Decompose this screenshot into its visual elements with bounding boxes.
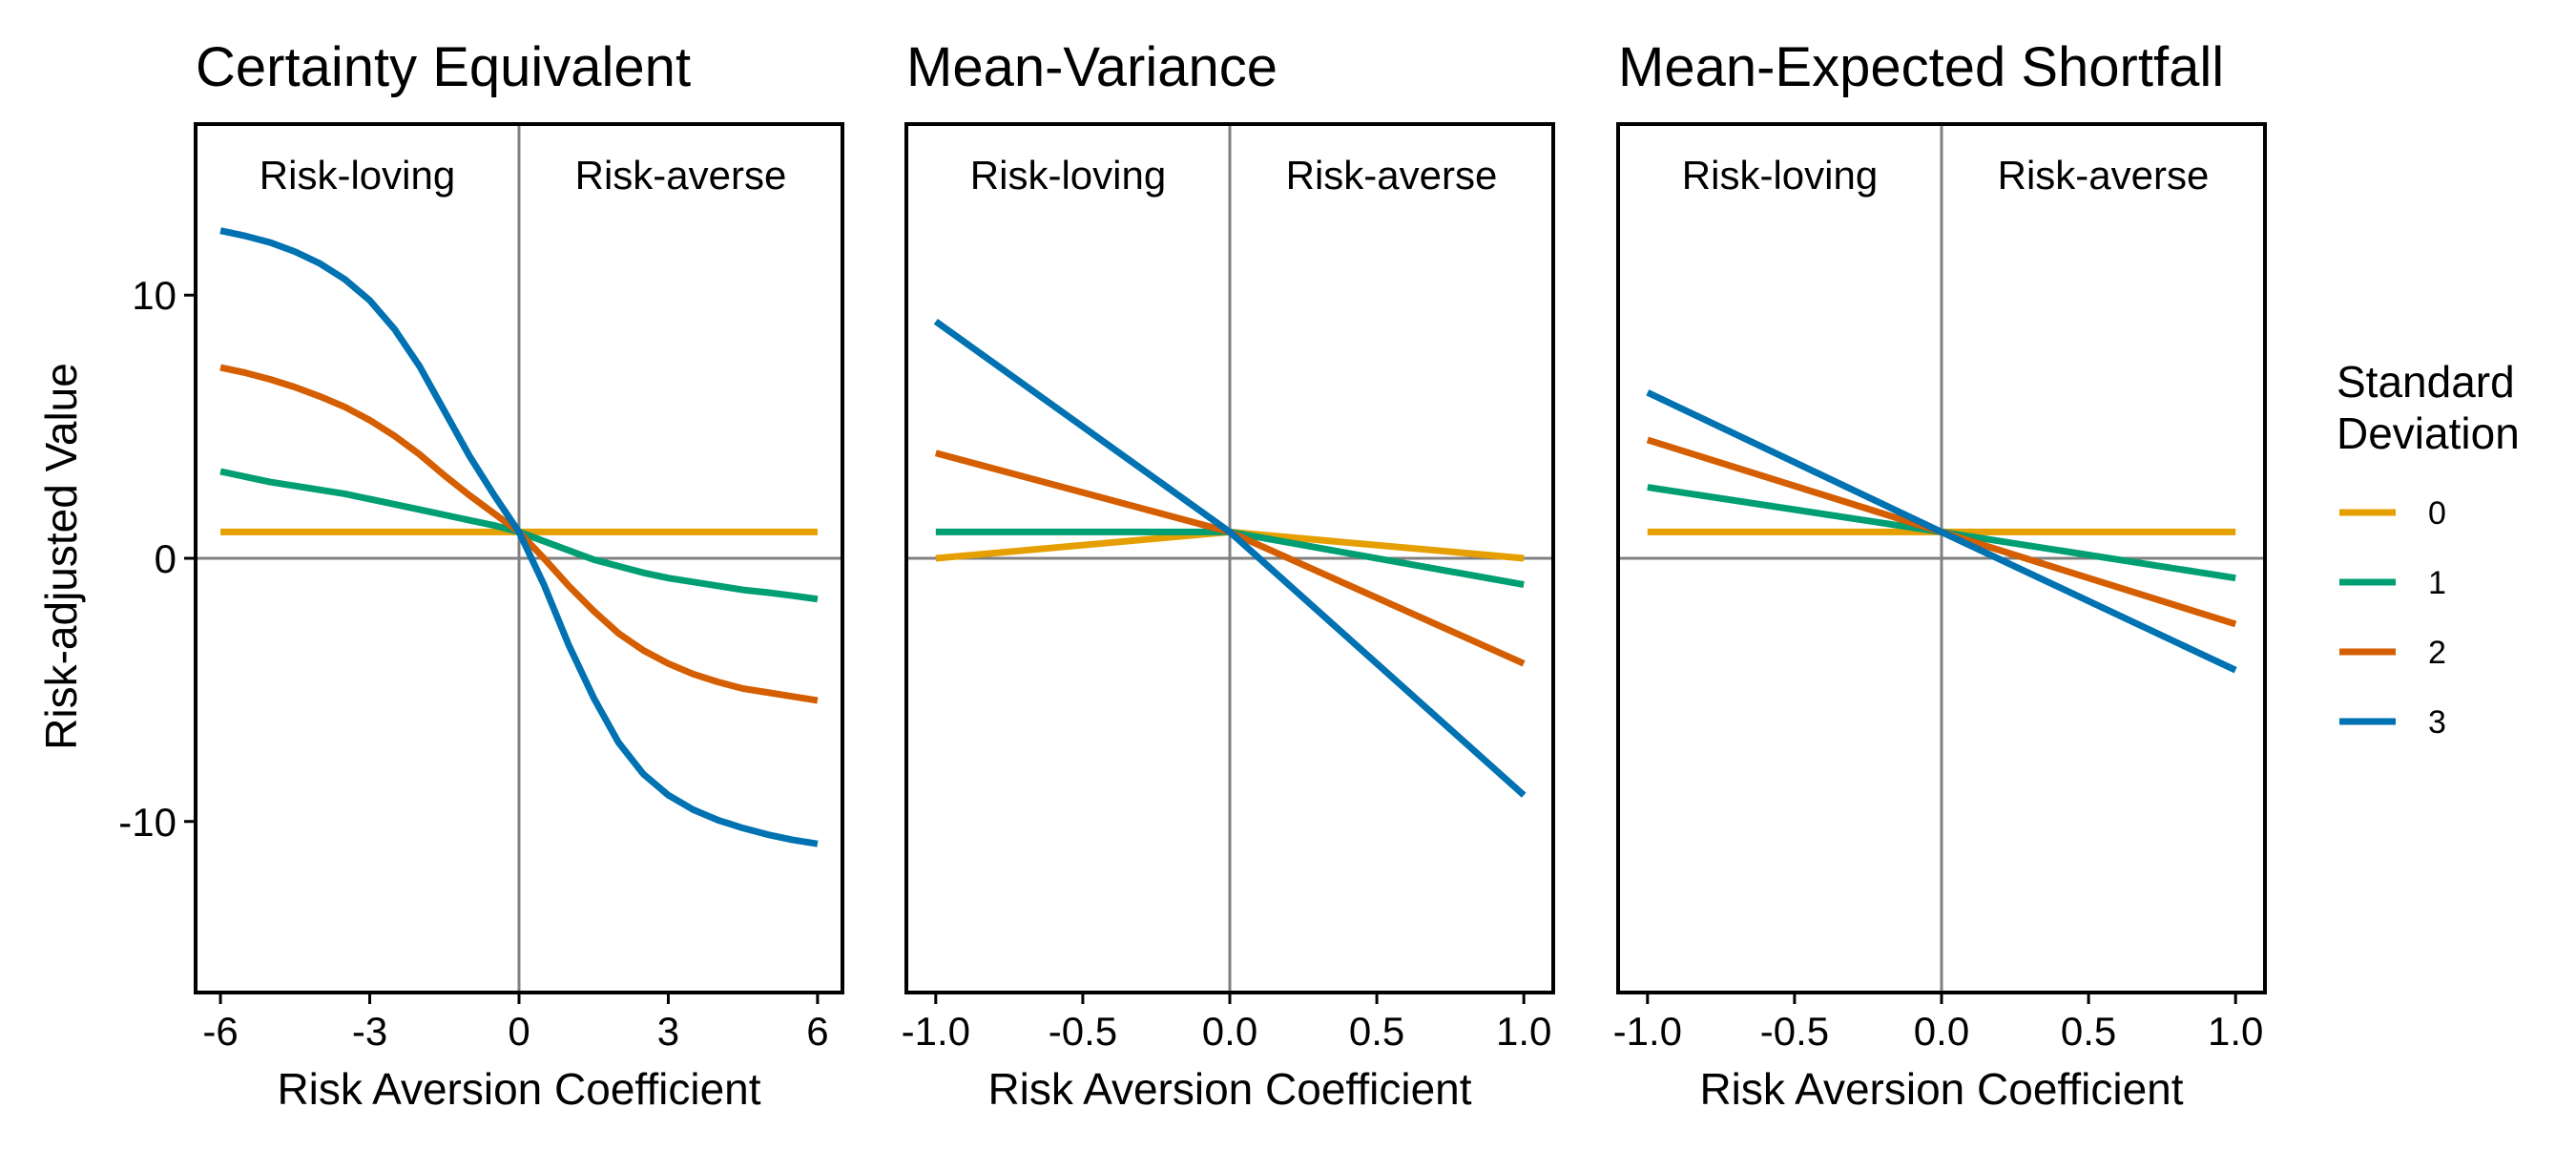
x-tick-label: 0 [508, 1009, 530, 1054]
x-tick-label: 0.5 [1349, 1009, 1404, 1054]
x-axis-title: Risk Aversion Coefficient [987, 1064, 1471, 1114]
panel-1: Certainty Equivalent Risk-loving Risk-aver… [118, 36, 844, 1114]
x-tick-label: 0.0 [1202, 1009, 1257, 1054]
series-line-sd-3 [1646, 389, 2237, 674]
region-label-risk-loving: Risk-loving [970, 153, 1166, 198]
x-tick-label: 1.0 [2208, 1009, 2263, 1054]
legend-label: 1 [2428, 565, 2446, 601]
x-tick-label: 0.0 [1914, 1009, 1969, 1054]
series-line-sd-3 [933, 318, 1527, 798]
y-axis-title: Risk-adjusted Value [36, 363, 86, 750]
x-tick-label: -3 [352, 1009, 387, 1054]
region-label-risk-averse: Risk-averse [1286, 153, 1498, 198]
legend-entry-sd-2: 2 [2339, 635, 2446, 671]
region-label-risk-loving: Risk-loving [1682, 153, 1878, 198]
region-label-risk-averse: Risk-averse [1998, 153, 2210, 198]
legend: Standard Deviation 0 1 2 3 [2337, 357, 2520, 741]
legend-entry-sd-0: 0 [2339, 495, 2446, 532]
legend-entry-sd-3: 3 [2339, 704, 2446, 741]
legend-title-line1: Standard [2337, 357, 2515, 407]
panel-2: Mean-Variance Risk-loving Risk-averse -1.0 -… [902, 36, 1555, 1114]
panel-title: Mean-Expected Shortfall [1618, 36, 2224, 98]
panel-3: Mean-Expected Shortfall Risk-loving Risk-a… [1613, 36, 2267, 1114]
panel-title: Certainty Equivalent [196, 36, 691, 98]
legend-label: 2 [2428, 635, 2446, 671]
x-tick-label: 6 [806, 1009, 828, 1054]
x-tick-label: -0.5 [1760, 1009, 1829, 1054]
x-tick-label: 3 [657, 1009, 679, 1054]
x-axis-title: Risk Aversion Coefficient [1699, 1064, 2183, 1114]
panel-title: Mean-Variance [906, 36, 1278, 98]
x-tick-label: -6 [202, 1009, 238, 1054]
legend-label: 0 [2428, 495, 2446, 532]
legend-entries: 0 1 2 3 [2339, 495, 2446, 741]
x-axis-title: Risk Aversion Coefficient [277, 1064, 760, 1114]
region-label-risk-loving: Risk-loving [260, 153, 455, 198]
x-tick-label: -1.0 [902, 1009, 970, 1054]
x-tick-label: -1.0 [1613, 1009, 1682, 1054]
legend-label: 3 [2428, 704, 2446, 741]
y-tick-label: -10 [118, 800, 177, 845]
region-label-risk-averse: Risk-averse [575, 153, 787, 198]
legend-title-line2: Deviation [2337, 408, 2520, 458]
x-tick-label: 1.0 [1496, 1009, 1551, 1054]
series-line-sd-3 [219, 227, 819, 847]
y-tick-label: 10 [132, 273, 177, 318]
y-tick-label: 0 [155, 536, 177, 581]
panels: Certainty Equivalent Risk-loving Risk-aver… [118, 36, 2267, 1114]
legend-entry-sd-1: 1 [2339, 565, 2446, 601]
x-tick-label: 0.5 [2061, 1009, 2116, 1054]
x-tick-label: -0.5 [1049, 1009, 1117, 1054]
